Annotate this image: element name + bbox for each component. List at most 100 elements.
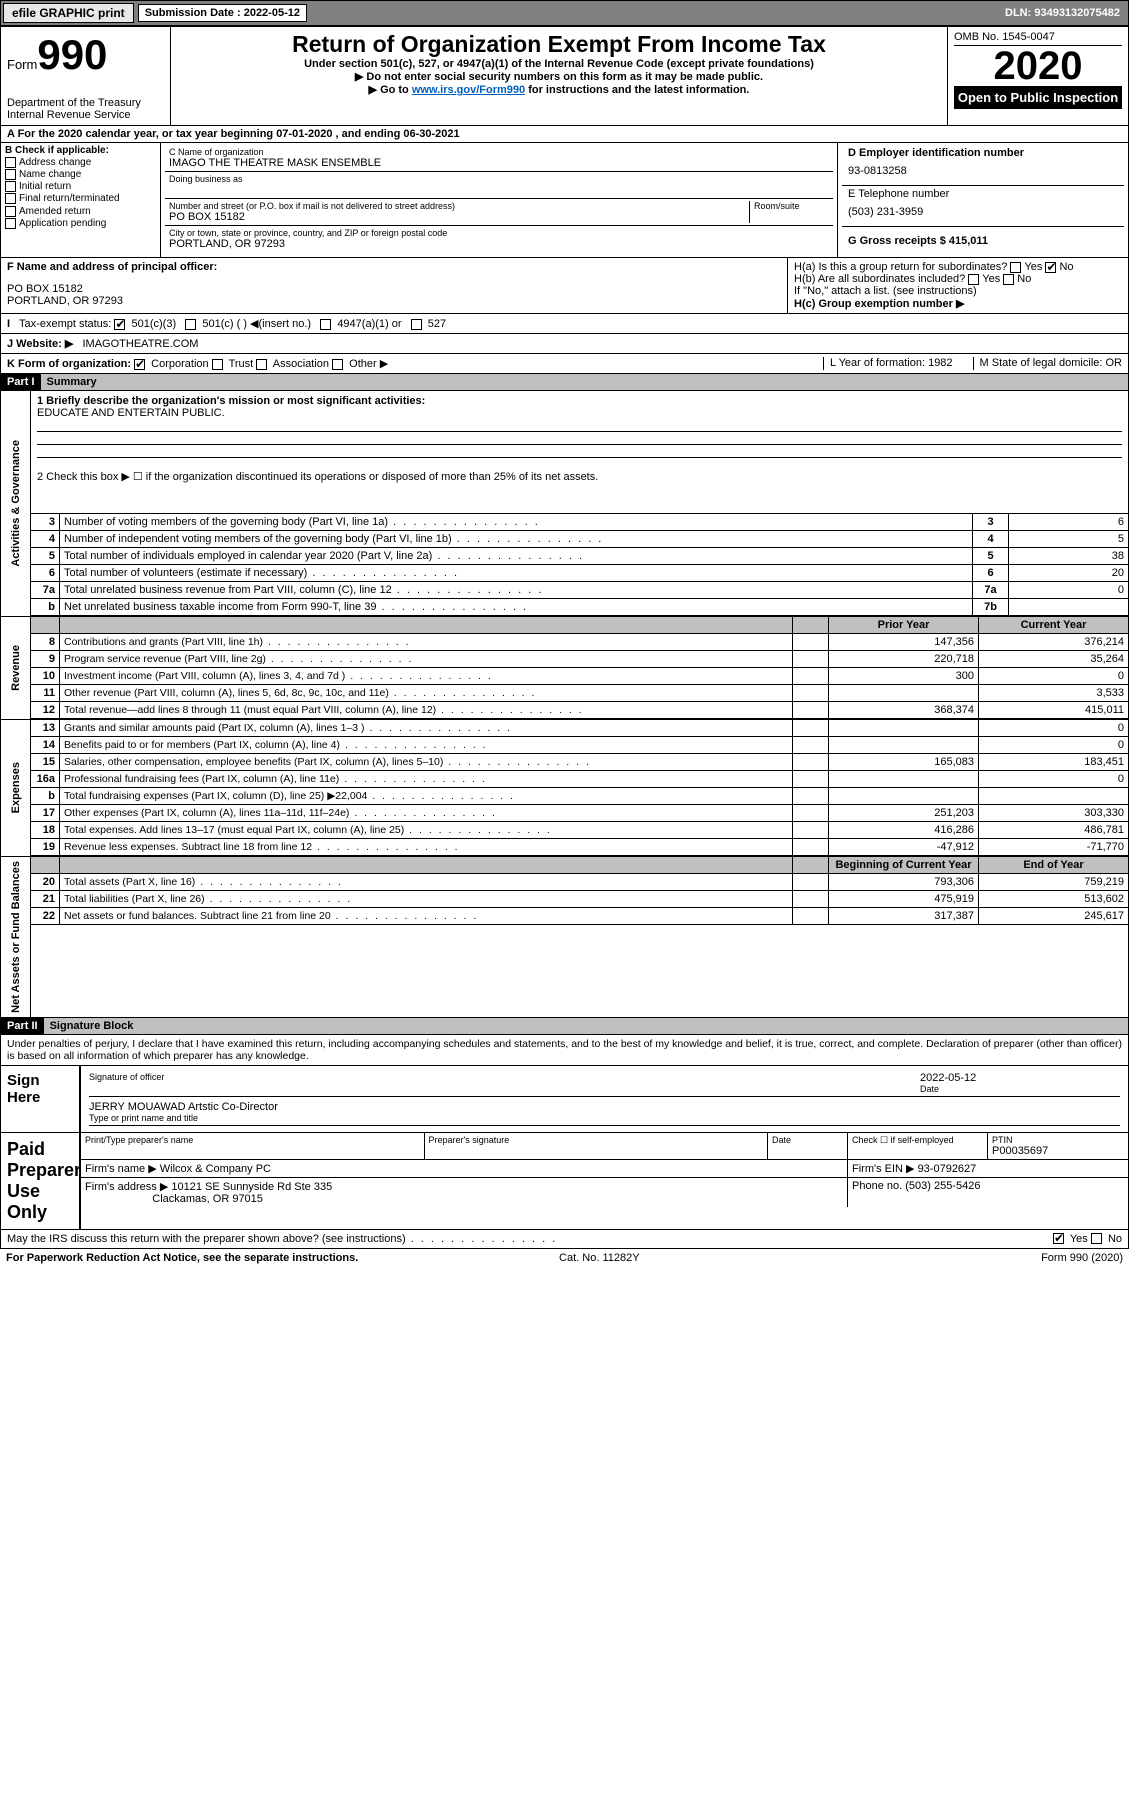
preparer-section: Paid Preparer Use Only Print/Type prepar…	[0, 1133, 1129, 1249]
chk-final[interactable]: Final return/terminated	[5, 193, 156, 204]
summary-line: 4Number of independent voting members of…	[31, 531, 1128, 548]
chk-trust[interactable]	[212, 359, 223, 370]
note2-pre: ▶ Go to	[369, 84, 412, 96]
room-lbl: Room/suite	[754, 201, 829, 211]
summary-line: 17Other expenses (Part IX, column (A), l…	[31, 805, 1128, 822]
prep-print-lbl: Print/Type preparer's name	[81, 1133, 425, 1159]
efile-print-btn[interactable]: efile GRAPHIC print	[3, 3, 134, 23]
ha-yes[interactable]	[1010, 262, 1021, 273]
summary-line: 16aProfessional fundraising fees (Part I…	[31, 771, 1128, 788]
preparer-fields: Print/Type preparer's name Preparer's si…	[81, 1133, 1128, 1229]
group-return-block: H(a) Is this a group return for subordin…	[788, 258, 1128, 313]
tel-field: E Telephone number (503) 231-3959	[842, 186, 1124, 227]
summary-line: bNet unrelated business taxable income f…	[31, 599, 1128, 616]
tax-year: 2020	[954, 46, 1122, 86]
chk-501c3[interactable]	[114, 319, 125, 330]
governance-section: Activities & Governance 1 Briefly descri…	[0, 391, 1129, 617]
chk-4947[interactable]	[320, 319, 331, 330]
chk-initial[interactable]: Initial return	[5, 181, 156, 192]
form-number: 990	[37, 31, 107, 78]
chk-corp[interactable]	[134, 359, 145, 370]
mission-block: 1 Briefly describe the organization's mi…	[31, 391, 1128, 514]
year-formation: L Year of formation: 1982	[823, 357, 953, 370]
col-b-checkboxes: B Check if applicable: Address change Na…	[1, 143, 161, 257]
netassets-section: Net Assets or Fund Balances Beginning of…	[0, 857, 1129, 1018]
hb-no[interactable]	[1003, 274, 1014, 285]
officer-addr1: PO BOX 15182	[7, 283, 781, 295]
governance-vbar: Activities & Governance	[1, 391, 31, 616]
note2-post: for instructions and the latest informat…	[525, 84, 749, 96]
part1-label: Part I	[1, 374, 41, 390]
dba-field: Doing business as	[165, 172, 833, 199]
hb-yes[interactable]	[968, 274, 979, 285]
org-name-lbl: C Name of organization	[169, 147, 829, 157]
chk-name[interactable]: Name change	[5, 169, 156, 180]
part1-header: Part I Summary	[0, 374, 1129, 391]
prep-check-lbl: Check ☐ if self-employed	[848, 1133, 988, 1159]
mission-text: EDUCATE AND ENTERTAIN PUBLIC.	[37, 407, 1122, 419]
footer: For Paperwork Reduction Act Notice, see …	[0, 1249, 1129, 1267]
firm-ein: 93-0792627	[918, 1163, 977, 1175]
sign-here-label: Sign Here	[1, 1066, 81, 1132]
prep-sig-lbl: Preparer's signature	[425, 1133, 769, 1159]
chk-pending[interactable]: Application pending	[5, 218, 156, 229]
chk-amended[interactable]: Amended return	[5, 206, 156, 217]
preparer-label: Paid Preparer Use Only	[1, 1133, 81, 1229]
hc-note: If "No," attach a list. (see instruction…	[794, 285, 1122, 297]
sign-fields: Signature of officer 2022-05-12Date JERR…	[81, 1066, 1128, 1132]
summary-line: 3Number of voting members of the governi…	[31, 514, 1128, 531]
summary-line: 22Net assets or fund balances. Subtract …	[31, 908, 1128, 925]
chk-501c[interactable]	[185, 319, 196, 330]
summary-line: 13Grants and similar amounts paid (Part …	[31, 720, 1128, 737]
summary-line: 14Benefits paid to or for members (Part …	[31, 737, 1128, 754]
note-ssn: ▶ Do not enter social security numbers o…	[177, 70, 941, 83]
form-header: Form990 Department of the Treasury Inter…	[0, 26, 1129, 126]
topbar: efile GRAPHIC print Submission Date : 20…	[0, 0, 1129, 26]
summary-line: 5Total number of individuals employed in…	[31, 548, 1128, 565]
firm-name: Wilcox & Company PC	[160, 1163, 271, 1175]
discuss-yes[interactable]	[1053, 1233, 1064, 1244]
part2-title: Signature Block	[44, 1018, 1128, 1034]
col-c-org-info: C Name of organization IMAGO THE THEATRE…	[161, 143, 838, 257]
city-lbl: City or town, state or province, country…	[169, 228, 829, 238]
sign-here-section: Sign Here Signature of officer 2022-05-1…	[0, 1066, 1129, 1133]
hc-row: H(c) Group exemption number ▶	[794, 297, 1122, 310]
netassets-vbar: Net Assets or Fund Balances	[1, 857, 31, 1017]
summary-line: 19Revenue less expenses. Subtract line 1…	[31, 839, 1128, 856]
chk-address[interactable]: Address change	[5, 157, 156, 168]
chk-527[interactable]	[411, 319, 422, 330]
chk-other[interactable]	[332, 359, 343, 370]
header-center: Return of Organization Exempt From Incom…	[171, 27, 948, 125]
revenue-col-hdr: Prior YearCurrent Year	[31, 617, 1128, 634]
firm-addr1: 10121 SE Sunnyside Rd Ste 335	[171, 1181, 332, 1193]
summary-line: 21Total liabilities (Part X, line 26)475…	[31, 891, 1128, 908]
discuss-row: May the IRS discuss this return with the…	[1, 1229, 1128, 1248]
discuss-no[interactable]	[1091, 1233, 1102, 1244]
org-name-field: C Name of organization IMAGO THE THEATRE…	[165, 145, 833, 172]
summary-line: 10Investment income (Part VIII, column (…	[31, 668, 1128, 685]
summary-line: 6Total number of volunteers (estimate if…	[31, 565, 1128, 582]
footer-right: Form 990 (2020)	[1041, 1252, 1123, 1264]
footer-center: Cat. No. 11282Y	[559, 1252, 640, 1264]
submission-date: Submission Date : 2022-05-12	[138, 4, 307, 22]
netassets-col-hdr: Beginning of Current YearEnd of Year	[31, 857, 1128, 874]
summary-line: 18Total expenses. Add lines 13–17 (must …	[31, 822, 1128, 839]
footer-left: For Paperwork Reduction Act Notice, see …	[6, 1252, 358, 1264]
irs-link[interactable]: www.irs.gov/Form990	[412, 84, 525, 96]
revenue-vbar: Revenue	[1, 617, 31, 719]
summary-line: 7aTotal unrelated business revenue from …	[31, 582, 1128, 599]
sig-name-lbl: Type or print name and title	[89, 1113, 1120, 1123]
website-lbl: J Website: ▶	[7, 338, 73, 350]
summary-line: 9Program service revenue (Part VIII, lin…	[31, 651, 1128, 668]
prep-ptin-lbl: PTIN	[992, 1135, 1124, 1145]
note-link: ▶ Go to www.irs.gov/Form990 for instruct…	[177, 83, 941, 96]
hb-row: H(b) Are all subordinates included? Yes …	[794, 273, 1122, 285]
officer-block: F Name and address of principal officer:…	[1, 258, 788, 313]
state-domicile: M State of legal domicile: OR	[973, 357, 1122, 370]
org-name: IMAGO THE THEATRE MASK ENSEMBLE	[169, 157, 829, 169]
summary-line: 15Salaries, other compensation, employee…	[31, 754, 1128, 771]
summary-line: 12Total revenue—add lines 8 through 11 (…	[31, 702, 1128, 719]
ha-no[interactable]	[1045, 262, 1056, 273]
part1-title: Summary	[41, 374, 1128, 390]
chk-assoc[interactable]	[256, 359, 267, 370]
